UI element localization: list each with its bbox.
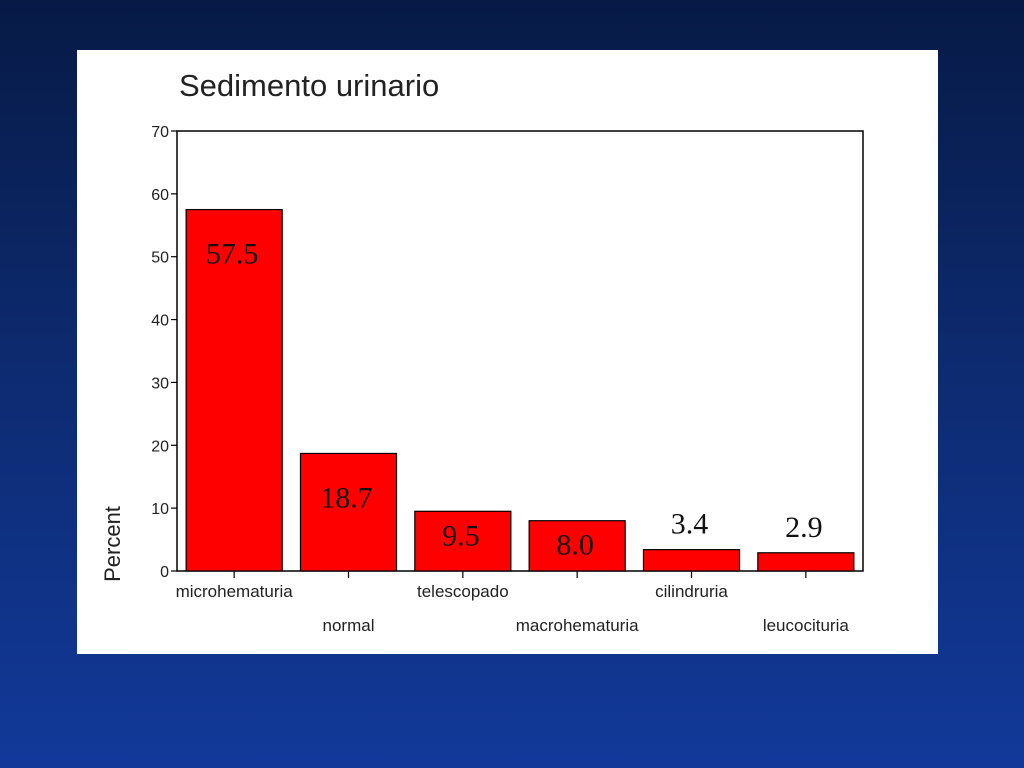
data-label: 2.9	[785, 511, 823, 544]
y-tick-label: 60	[151, 187, 169, 204]
data-label: 57.5	[206, 238, 259, 271]
data-label: 18.7	[320, 481, 373, 514]
bar-microhematuria	[185, 208, 283, 572]
plot-frame	[176, 130, 864, 572]
data-label: 8.0	[556, 529, 594, 562]
data-label: 3.4	[671, 508, 709, 541]
y-axis-label: Percent	[100, 506, 125, 582]
data-label: 9.5	[442, 519, 480, 552]
y-tick-label: 30	[151, 375, 169, 392]
x-category-label: leucocituria	[763, 616, 850, 635]
y-tick-label: 0	[160, 564, 169, 581]
y-tick-label: 20	[151, 438, 169, 455]
x-category-label: microhematuria	[176, 582, 294, 601]
bar-cilindruria	[642, 549, 741, 572]
y-tick-label: 50	[151, 250, 169, 267]
x-category-label: macrohematuria	[516, 616, 639, 635]
chart-panel: Sedimento urinario Percent 0 10 20 30 40 50 60…	[77, 50, 938, 654]
bar-telescopado	[414, 510, 512, 572]
y-tick-label: 10	[151, 501, 169, 518]
bar-leucocituria	[757, 552, 855, 572]
x-category-label: normal	[323, 616, 375, 635]
x-category-label: telescopado	[417, 582, 509, 601]
chart-title: Sedimento urinario	[179, 68, 440, 103]
bar-normal	[299, 452, 398, 572]
bar-chart: Percent 0 10 20 30 40 50 60 70 microhematuria no…	[100, 124, 864, 635]
bar-macrohematuria	[528, 520, 626, 572]
y-tick-label: 70	[151, 124, 169, 141]
x-category-label: cilindruria	[655, 582, 728, 601]
y-tick-label: 40	[151, 313, 169, 330]
